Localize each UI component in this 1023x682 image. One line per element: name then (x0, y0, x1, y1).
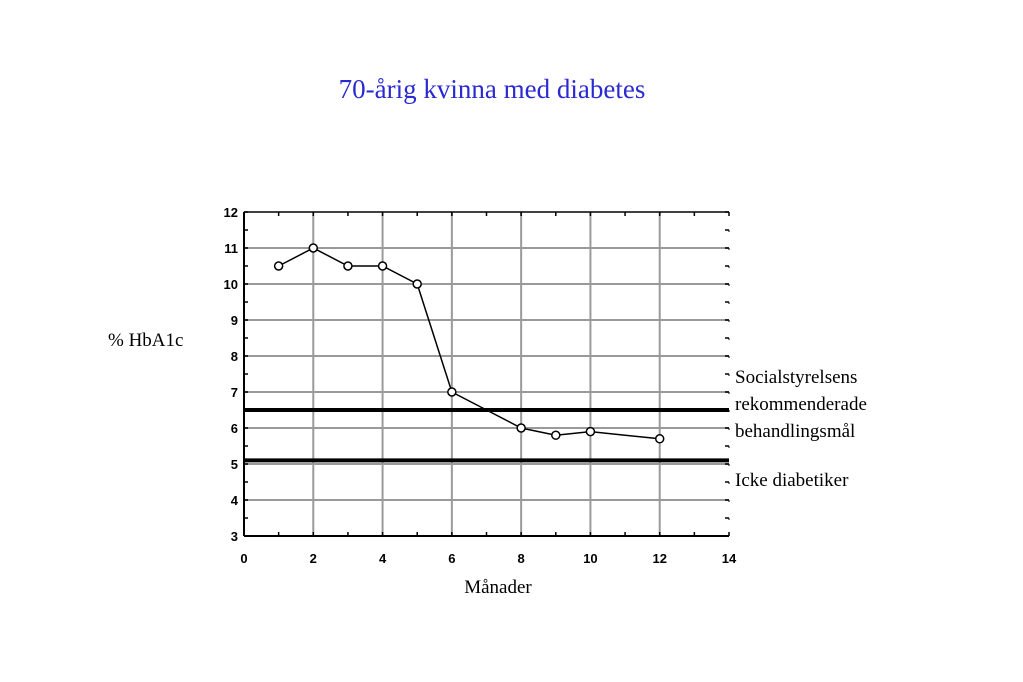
y-axis-label: % HbA1c (108, 330, 184, 351)
reference-label-target: Socialstyrelsens rekommenderade behandli… (735, 364, 867, 445)
data-point (516, 423, 526, 433)
reference-label-nondiabetic: Icke diabetiker (735, 470, 849, 491)
y-tick-label: 7 (231, 385, 238, 400)
reference-label-target-line-2: rekommenderade (735, 394, 867, 415)
x-tick-label: 10 (583, 551, 597, 566)
series-line (273, 243, 665, 444)
data-point (654, 434, 665, 444)
reference-label-target-line-3: behandlingsmål (735, 421, 856, 442)
y-tick-label: 5 (231, 457, 238, 472)
tick-labels: 3 4 5 6 7 8 9 10 11 12 0 2 4 6 8 10 12 14 (224, 205, 737, 566)
y-tick-label: 10 (224, 277, 238, 292)
data-point (447, 387, 457, 397)
y-tick-label: 3 (231, 529, 238, 544)
reference-label-target-line-1: Socialstyrelsens (735, 367, 858, 388)
y-tick-label: 8 (231, 349, 238, 364)
data-point (551, 430, 561, 440)
x-tick-label: 4 (379, 551, 387, 566)
data-point (273, 261, 284, 271)
y-tick-label: 9 (231, 313, 238, 328)
y-tick-label: 4 (231, 493, 239, 508)
x-tick-label: 12 (652, 551, 666, 566)
grid-lines (244, 212, 729, 536)
data-point (412, 279, 422, 289)
y-tick-label: 11 (224, 241, 238, 256)
data-point (308, 243, 319, 253)
y-tick-label: 6 (231, 421, 238, 436)
x-tick-label: 6 (448, 551, 455, 566)
x-axis-label: Månader (464, 577, 532, 598)
data-point (377, 261, 388, 271)
data-line (278, 247, 660, 440)
reference-lines (244, 408, 729, 463)
x-tick-label: 8 (518, 551, 525, 566)
x-tick-label: 0 (240, 551, 247, 566)
data-point (343, 261, 353, 271)
y-tick-label: 12 (224, 205, 238, 220)
data-point (585, 426, 596, 437)
chart-title: 70-årig kvinna med diabetes (338, 74, 646, 104)
plot-frame (243, 211, 730, 537)
x-tick-label: 2 (310, 551, 317, 566)
x-tick-label: 14 (722, 551, 737, 566)
